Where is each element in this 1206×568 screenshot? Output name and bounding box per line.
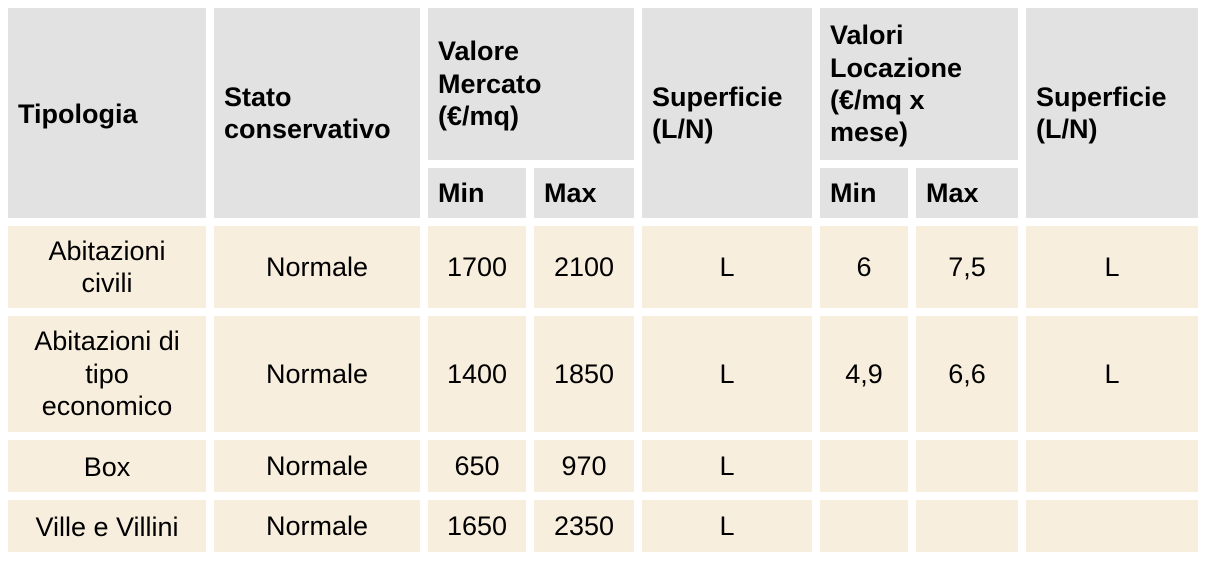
cell-valore-mercato-max: 970 [534, 440, 634, 492]
cell-valori-locazione-min [820, 500, 908, 552]
cell-valore-mercato-max: 2350 [534, 500, 634, 552]
cell-tipologia-label: Box [83, 451, 131, 482]
table-body: Abitazioni civili Normale 1700 2100 L 6 … [8, 226, 1198, 552]
header-row-minmax: Min Max Min Max [8, 168, 1198, 218]
cell-superficie-1: L [642, 316, 812, 432]
cell-valori-locazione-min: 4,9 [820, 316, 908, 432]
cell-valore-mercato-min: 1650 [428, 500, 526, 552]
table-row-abitazioni-tipo-economico: Abitazioni di tipo economico Normale 140… [8, 316, 1198, 432]
cell-valore-mercato-min: 650 [428, 440, 526, 492]
header-row-main: Tipologia Stato conservativo Valore Merc… [8, 8, 1198, 218]
col-header-valore-mercato-label: Valore Mercato (€/mq) [438, 36, 542, 132]
cell-tipologia: Abitazioni civili [8, 226, 206, 308]
cell-valore-mercato-max: 2100 [534, 226, 634, 308]
cell-stato: Normale [214, 226, 420, 308]
table-row-box: Box Normale 650 970 L [8, 440, 1198, 492]
table-row-ville-e-villini: Ville e Villini Normale 1650 2350 L [8, 500, 1198, 552]
cell-superficie-1: L [642, 500, 812, 552]
cell-valori-locazione-max [916, 440, 1018, 492]
col-header-tipologia-label: Tipologia [18, 98, 138, 129]
col-header-stato-conservativo-label: Stato conservativo [224, 81, 391, 144]
col-header-superficie-2-label: Superficie (L/N) [1036, 81, 1167, 144]
cell-valori-locazione-min [820, 440, 908, 492]
cell-superficie-2: L [1026, 226, 1198, 308]
col-header-valore-mercato-max: Max [534, 168, 634, 218]
col-header-superficie-2: Superficie (L/N) [1026, 8, 1198, 218]
col-header-superficie-1-label: Superficie (L/N) [652, 81, 783, 144]
col-header-valore-mercato-min: Min [428, 168, 526, 218]
cell-stato: Normale [214, 440, 420, 492]
col-header-valori-locazione: Valori Locazione (€/mq x mese) [820, 8, 1018, 160]
cell-superficie-1: L [642, 440, 812, 492]
cell-valore-mercato-min: 1400 [428, 316, 526, 432]
cell-superficie-2 [1026, 500, 1198, 552]
col-header-valori-locazione-label: Valori Locazione (€/mq x mese) [830, 20, 963, 148]
table-header: Tipologia Stato conservativo Valore Merc… [8, 8, 1198, 218]
cell-tipologia-label: Abitazioni civili [48, 235, 166, 298]
cell-valori-locazione-max: 7,5 [916, 226, 1018, 308]
cell-stato: Normale [214, 500, 420, 552]
col-header-stato-conservativo: Stato conservativo [214, 8, 420, 218]
cell-valori-locazione-min: 6 [820, 226, 908, 308]
cell-tipologia: Box [8, 440, 206, 492]
cell-superficie-2: L [1026, 316, 1198, 432]
col-header-valori-locazione-min: Min [820, 168, 908, 218]
cell-superficie-1: L [642, 226, 812, 308]
cell-valore-mercato-min: 1700 [428, 226, 526, 308]
col-header-superficie-1: Superficie (L/N) [642, 8, 812, 218]
cell-stato: Normale [214, 316, 420, 432]
col-header-valori-locazione-max: Max [916, 168, 1018, 218]
cell-superficie-2 [1026, 440, 1198, 492]
cell-valori-locazione-max [916, 500, 1018, 552]
col-header-tipologia: Tipologia [8, 8, 206, 218]
cell-valori-locazione-max: 6,6 [916, 316, 1018, 432]
table-row-abitazioni-civili: Abitazioni civili Normale 1700 2100 L 6 … [8, 226, 1198, 308]
cell-tipologia: Abitazioni di tipo economico [8, 316, 206, 432]
cell-tipologia: Ville e Villini [8, 500, 206, 552]
cell-tipologia-label: Ville e Villini [35, 511, 179, 542]
cell-tipologia-label: Abitazioni di tipo economico [34, 326, 180, 422]
col-header-valore-mercato: Valore Mercato (€/mq) [428, 8, 634, 160]
cell-valore-mercato-max: 1850 [534, 316, 634, 432]
